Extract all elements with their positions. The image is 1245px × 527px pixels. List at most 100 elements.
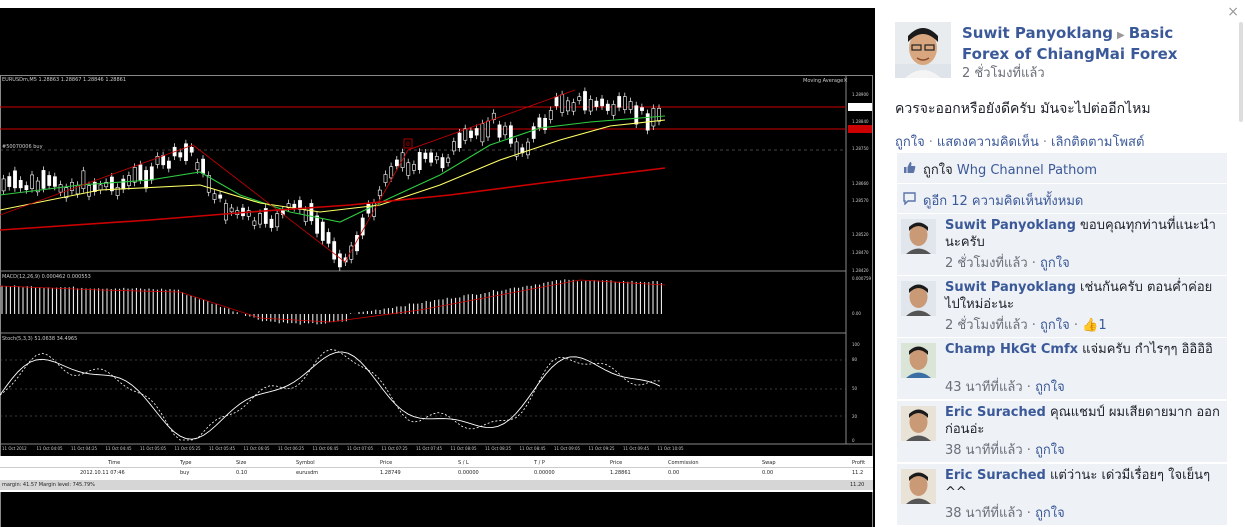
comment-like-link[interactable]: ถูกใจ [1035, 506, 1065, 521]
time-tick: 11 Oct 06:25 [278, 446, 305, 451]
trade-column-header[interactable]: S / L [458, 460, 469, 466]
like-link[interactable]: ถูกใจ [895, 135, 925, 150]
stochastic-tick: 100 [852, 342, 860, 347]
trade-column-header[interactable]: Commission [668, 460, 699, 466]
comment-bubble-icon [903, 192, 916, 205]
trade-column-header[interactable]: Price [380, 460, 393, 466]
trade-column-header[interactable]: Price [610, 460, 623, 466]
comment-time[interactable]: 2 ชั่วโมงที่แล้ว [945, 256, 1028, 271]
commenter-avatar[interactable] [901, 219, 936, 254]
commenter-avatar[interactable] [901, 343, 936, 378]
candle [144, 170, 149, 189]
commenter-avatar[interactable] [901, 469, 936, 504]
comment-like-link[interactable]: ถูกใจ [1040, 256, 1070, 271]
chart-window[interactable] [0, 75, 873, 527]
candle [184, 143, 188, 161]
comment-text: ขอบคุณทุกท่านที่แนะนำนะครับ [945, 218, 1216, 250]
time-tick: 11 Oct 05:05 [140, 446, 167, 451]
commenter-name[interactable]: Eric Surached [945, 405, 1046, 420]
comment-link[interactable]: แสดงความคิดเห็น [936, 135, 1039, 150]
comment-time[interactable]: 43 นาทีที่แล้ว [945, 380, 1023, 395]
comment-time[interactable]: 2 ชั่วโมงที่แล้ว [945, 318, 1028, 333]
macd-label: MACD(12,26,9) 0.000462 0.000553 [2, 274, 91, 280]
candle [412, 164, 416, 171]
chart-close-icon[interactable]: × [843, 77, 849, 84]
comment-like-link[interactable]: ถูกใจ [1035, 380, 1065, 395]
commenter-avatar[interactable] [901, 406, 936, 441]
candle [343, 257, 348, 263]
comment-like-count[interactable]: 1 [1098, 318, 1107, 333]
candle [178, 152, 183, 158]
commenter-name[interactable]: Champ HkGt Cmfx [945, 342, 1079, 357]
candle [537, 117, 542, 128]
trade-row[interactable]: 2012.10.11 07:46 buy 0.10 eurusdm 1.28749 0.0… [0, 468, 873, 478]
candle [337, 253, 342, 268]
time-axis: 11 Oct 2012 11 Oct 04:05 11 Oct 04:25 11 Oc… [0, 445, 873, 455]
thumbs-up-icon: 👍 [1082, 318, 1099, 333]
candle [309, 203, 314, 222]
trading-terminal: 0 EURUSDm,M5 1.28863 1.28867 1.28846 1.2… [0, 0, 875, 527]
commenter-name[interactable]: Suwit Panyoklang [945, 218, 1076, 233]
comment-text: เช่นกันครับ ตอนค่ำค่อยไปใหม่อ่ะนะ [945, 280, 1213, 312]
candle [212, 193, 217, 200]
candle [577, 96, 582, 101]
price-chart[interactable]: 0 [0, 0, 875, 527]
close-icon[interactable]: × [1227, 4, 1239, 20]
trade-column-header[interactable]: Profit [852, 460, 866, 466]
comment-like-link[interactable]: ถูกใจ [1040, 318, 1070, 333]
post-author-avatar[interactable] [895, 22, 951, 78]
macd-tick: 0.000759 [852, 276, 872, 281]
view-more-label[interactable]: ดูอีก 12 ความคิดเห็นทั้งหมด [923, 194, 1084, 209]
trade-cell: 0.00 [762, 470, 774, 476]
candle [497, 124, 502, 138]
time-tick: 11 Oct 07:05 [347, 446, 374, 451]
trade-column-header[interactable]: Swap [762, 460, 776, 466]
liker-link[interactable]: Whg Channel Pathom [956, 163, 1098, 178]
candle [1, 178, 6, 192]
comment-meta: 38 นาทีที่แล้ว · ถูกใจ [945, 443, 1065, 458]
comment-time[interactable]: 38 นาทีที่แล้ว [945, 506, 1023, 521]
commenter-avatar[interactable] [901, 281, 936, 316]
time-tick: 11 Oct 08:25 [485, 446, 512, 451]
group-link[interactable]: Basic Forex of ChiangMai Forex [962, 24, 1178, 63]
post-timestamp[interactable]: 2 ชั่วโมงที่แล้ว [962, 66, 1045, 81]
comment-meta: 2 ชั่วโมงที่แล้ว · ถูกใจ [945, 256, 1070, 271]
stochastic-tick: 80 [852, 357, 858, 362]
candle [320, 221, 325, 241]
candle [121, 178, 126, 190]
comment-text: แต่ว่านะ เด่วมีเรื่อยๆ ใจเย็นๆ ^^ [945, 468, 1211, 500]
candle [640, 107, 644, 111]
candle [64, 187, 69, 199]
post-text: ควรจะออกหรือยังดีครับ มันจะไปต่ออีกไหม [895, 101, 1151, 117]
candle [18, 179, 23, 189]
trade-column-header[interactable]: Symbol [296, 460, 315, 466]
trade-column-header[interactable]: Size [236, 460, 247, 466]
commenter-name[interactable]: Suwit Panyoklang [945, 280, 1076, 295]
trade-cell: 11.2 [852, 470, 864, 476]
candle [565, 100, 570, 112]
trade-cell: 0.00000 [534, 470, 555, 476]
candle [132, 167, 137, 183]
price-tick: 1.28750 [852, 146, 869, 151]
trade-column-header[interactable]: Time [108, 460, 121, 466]
scrollbar[interactable] [1239, 22, 1243, 122]
post-author-link[interactable]: Suwit Panyoklang [962, 24, 1114, 42]
trade-column-header[interactable]: Type [180, 460, 192, 466]
candle [13, 170, 17, 189]
comment-like-link[interactable]: ถูกใจ [1035, 443, 1065, 458]
total-profit: 11.20 [850, 482, 865, 488]
candle [7, 176, 12, 187]
trade-cell: 1.28749 [380, 470, 401, 476]
unfollow-link[interactable]: เลิกติดตามโพสต์ [1051, 135, 1145, 150]
zigzag-line [0, 89, 576, 263]
candle [457, 132, 462, 149]
candle [35, 180, 40, 193]
view-more-comments[interactable]: ดูอีก 12 ความคิดเห็นทั้งหมด [897, 183, 1227, 213]
candle [617, 96, 622, 108]
comment-meta: 43 นาทีที่แล้ว · ถูกใจ [945, 380, 1065, 395]
commenter-name[interactable]: Eric Surached [945, 468, 1046, 483]
chart-symbol-label: EURUSDm,M5 1.28863 1.28867 1.28846 1.288… [2, 77, 126, 83]
comment-time[interactable]: 38 นาทีที่แล้ว [945, 443, 1023, 458]
trade-column-header[interactable]: T / P [534, 460, 545, 466]
comment-text: แจ่มครับ กำไรๆๆ อิอิอิอิ [1082, 342, 1213, 357]
